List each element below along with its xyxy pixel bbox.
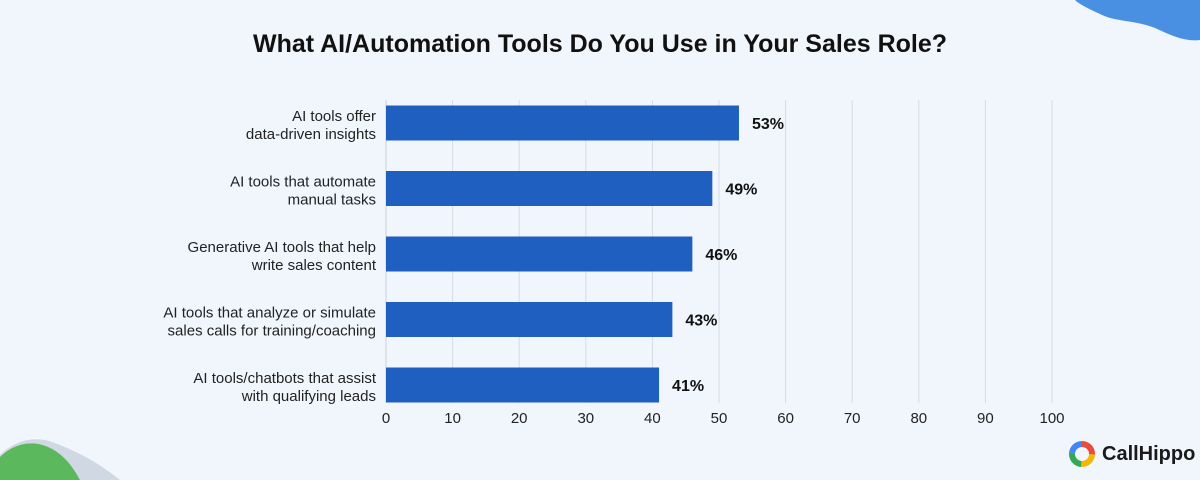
x-tick-label: 100	[1039, 410, 1064, 427]
x-tick-label: 20	[511, 410, 528, 427]
data-label: 41%	[672, 378, 704, 395]
data-label: 43%	[685, 313, 717, 330]
decorative-blob-top-right	[1075, 0, 1200, 41]
x-tick-label: 10	[444, 410, 461, 427]
category-label: AI tools/chatbots that assist with qualif…	[193, 370, 376, 405]
x-tick-label: 90	[977, 410, 994, 427]
x-tick-label: 0	[382, 410, 390, 427]
brand-logo: CallHippo	[1068, 440, 1195, 468]
x-tick-label: 40	[644, 410, 661, 427]
x-tick-label: 60	[777, 410, 794, 427]
category-label: AI tools offer data-driven insights	[246, 108, 376, 143]
bar	[386, 171, 713, 206]
brand-name: CallHippo	[1102, 442, 1196, 465]
x-tick-label: 30	[577, 410, 594, 427]
chart-title: What AI/Automation Tools Do You Use in Y…	[252, 30, 948, 58]
bar	[386, 367, 660, 403]
bar	[386, 105, 739, 141]
bar	[386, 302, 673, 337]
bar	[386, 236, 693, 272]
x-tick-label: 70	[844, 410, 861, 427]
category-label: Generative AI tools that help write sales…	[188, 239, 377, 274]
data-label: 49%	[725, 182, 757, 199]
decorative-blob-bottom-left	[0, 439, 120, 480]
data-label: 53%	[752, 116, 784, 133]
category-label: AI tools that automate manual tasks	[230, 174, 376, 209]
x-tick-label: 80	[910, 410, 927, 427]
callhippo-logo-icon	[1069, 441, 1095, 467]
category-label: AI tools that analyze or simulate sales c…	[163, 305, 376, 340]
data-label: 46%	[705, 247, 737, 264]
x-tick-label: 50	[711, 410, 728, 427]
